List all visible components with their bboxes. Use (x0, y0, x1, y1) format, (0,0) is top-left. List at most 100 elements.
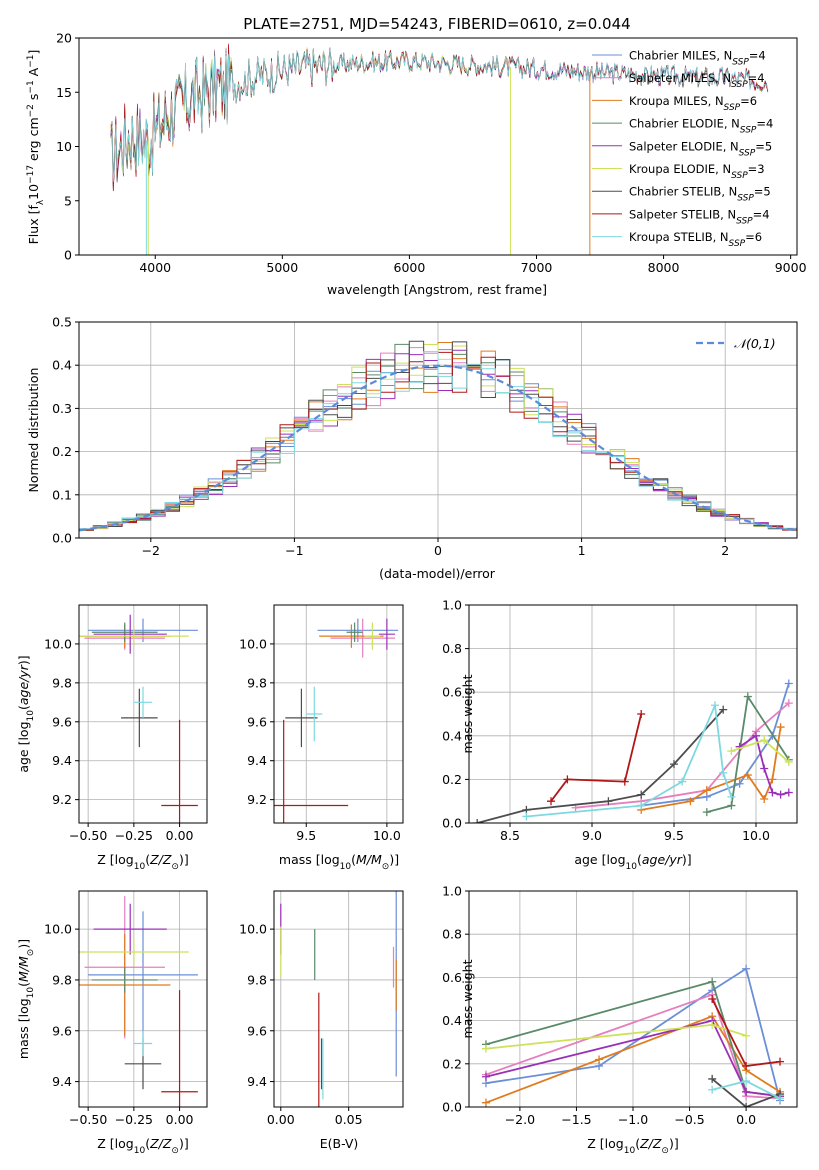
y-tick-label: 9.2 (247, 792, 267, 807)
label-part: ⊙ (171, 1146, 179, 1156)
y-tick-label: 1.0 (442, 884, 462, 899)
label-part: Z [log (587, 1136, 623, 1151)
legend-label: 𝒩(0,1) (734, 336, 776, 351)
data-point (637, 710, 646, 718)
data-point (620, 777, 629, 786)
data-point (711, 701, 719, 710)
data-point (719, 705, 728, 714)
x-axis-label: wavelength [Angstrom, rest frame] (327, 282, 547, 297)
data-point (742, 1031, 751, 1040)
label-part: ( (145, 852, 150, 867)
x-tick-label: 0.00 (166, 1112, 194, 1127)
axes-frame (78, 890, 208, 1108)
label-part: Chabrier STELIB, N (629, 185, 737, 199)
label-part: =3 (748, 162, 765, 176)
label-part: M/M (16, 956, 31, 982)
axes-frame (468, 604, 798, 824)
label-part: 10 (134, 862, 146, 872)
x-tick-label: −0.25 (115, 828, 153, 843)
label-part: Kroupa ELODIE, N (629, 162, 731, 176)
label-part: A (26, 67, 41, 80)
label-part: SSP (739, 148, 756, 158)
plot-area (481, 964, 785, 1107)
data-point (727, 792, 736, 801)
y-axis-label: Flux [fλ10−17 erg cm−2 s−1 A−1] (26, 50, 46, 245)
data-point (742, 1103, 751, 1107)
plot-area (280, 891, 397, 1107)
data-point (727, 747, 736, 756)
label-part: SSP (736, 216, 753, 226)
x-tick-label: −1.5 (561, 1112, 591, 1127)
Z-age-axes: −0.50 −0.25 0.009.29.49.69.810.0Z [log10(Z… (16, 604, 208, 872)
data-point (743, 692, 752, 701)
x-tick-label: 0 (434, 543, 442, 558)
y-tick-label: 1.0 (442, 598, 462, 613)
label-part: =5 (755, 139, 772, 153)
y-tick-label: 0.0 (52, 531, 72, 546)
weight-line (550, 713, 643, 802)
weight-line (711, 1078, 781, 1107)
label-part: 10 (624, 1146, 636, 1156)
data-point (784, 699, 793, 708)
label-part: SSP (729, 239, 746, 249)
label-part: ⊙ (26, 949, 36, 957)
label-part: ( (16, 982, 31, 987)
label-part: mass [log (279, 852, 340, 867)
x-axis-label: Z [log10(Z/Z⊙)] (587, 1136, 678, 1156)
data-point (563, 775, 572, 784)
y-tick-label: 9.4 (52, 753, 72, 768)
label-part: age/yr (642, 852, 683, 867)
label-part: Chabrier ELODIE, N (629, 117, 740, 131)
Z-weight-axes: −2.0 −1.5 −1.0 −0.5 0.0 0.0 0.2 0.4 0.6 0.8 1.0 Z [… (442, 884, 798, 1156)
data-point (742, 1087, 751, 1096)
data-point (776, 723, 785, 732)
label-part: SSP (724, 103, 741, 113)
y-tick-label: 0.1 (52, 487, 72, 502)
label-part: =6 (740, 94, 757, 108)
x-tick-label: 10.0 (373, 828, 401, 843)
label-part: ( (16, 705, 31, 710)
y-tick-label: 0.2 (52, 444, 72, 459)
label-part: =4 (748, 71, 765, 85)
legend-label: Chabrier MILES, NSSP=4 (629, 49, 766, 68)
label-part: SSP (732, 58, 749, 68)
x-tick-label: −0.25 (115, 1112, 153, 1127)
label-part: 10 (340, 862, 352, 872)
x-tick-label: −0.50 (69, 1112, 107, 1127)
x-tick-label: 9.0 (582, 828, 602, 843)
x-tick-label: −0.50 (69, 828, 107, 843)
y-tick-label: 20 (56, 31, 72, 46)
label-part: Flux [f (26, 205, 41, 245)
weight-line (485, 993, 781, 1100)
legend-label: Salpeter ELODIE, NSSP=5 (629, 139, 772, 158)
data-point (708, 1020, 717, 1029)
label-part: Z/Z (149, 1136, 172, 1151)
weight-line (485, 1019, 781, 1098)
x-tick-label: 0.0 (736, 1112, 756, 1127)
label-part: ⊙ (382, 862, 390, 872)
weight-line (526, 704, 733, 818)
label-part: erg cm (26, 117, 41, 165)
legend-label: Salpeter STELIB, NSSP=4 (629, 207, 770, 226)
data-point (595, 1055, 604, 1064)
axes-frame (78, 604, 208, 824)
y-tick-label: 0.4 (442, 728, 462, 743)
y-tick-label: 0 (64, 248, 72, 263)
y-tick-label: 9.6 (52, 1023, 72, 1038)
label-part: 10 (26, 710, 36, 722)
legend-label: Chabrier STELIB, NSSP=5 (629, 185, 771, 204)
label-part: Salpeter MILES, N (629, 71, 731, 85)
data-point (768, 775, 777, 784)
y-tick-label: 9.4 (247, 1074, 267, 1089)
data-point (776, 1057, 785, 1066)
figure-title: PLATE=2751, MJD=54243, FIBERID=0610, z=0… (243, 15, 630, 33)
label-part: )] (16, 939, 31, 949)
normal-curve (79, 364, 797, 532)
label-part: Z [log (97, 852, 133, 867)
x-tick-label: 0.00 (267, 1112, 295, 1127)
data-point (776, 1094, 785, 1103)
label-part: SSP (731, 171, 748, 181)
legend-label: Chabrier ELODIE, NSSP=4 (629, 117, 773, 136)
label-part: ( (351, 852, 356, 867)
data-point (702, 786, 711, 795)
